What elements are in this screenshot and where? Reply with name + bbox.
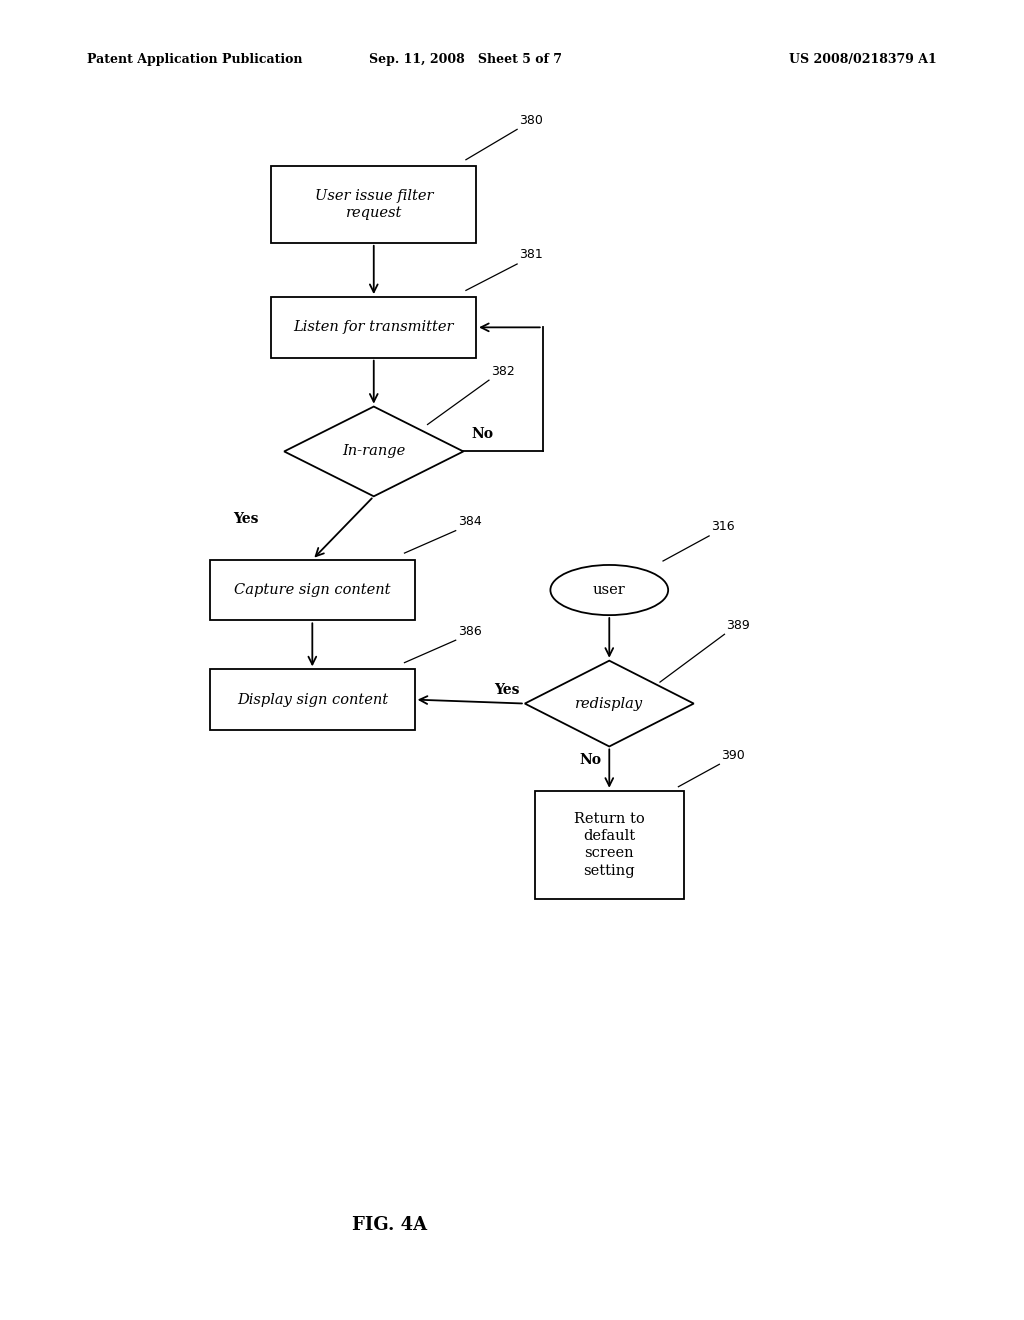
- Text: Yes: Yes: [495, 682, 519, 697]
- Text: 380: 380: [519, 114, 543, 127]
- Text: 389: 389: [727, 619, 751, 631]
- Text: 382: 382: [492, 364, 515, 378]
- Text: Capture sign content: Capture sign content: [234, 583, 390, 597]
- Text: Sep. 11, 2008   Sheet 5 of 7: Sep. 11, 2008 Sheet 5 of 7: [370, 53, 562, 66]
- Text: user: user: [593, 583, 626, 597]
- Text: 316: 316: [711, 520, 735, 533]
- FancyBboxPatch shape: [271, 166, 476, 243]
- FancyBboxPatch shape: [210, 560, 415, 620]
- FancyBboxPatch shape: [535, 791, 684, 899]
- FancyBboxPatch shape: [271, 297, 476, 358]
- Text: 381: 381: [519, 248, 543, 261]
- Text: User issue filter
request: User issue filter request: [314, 189, 433, 220]
- Text: US 2008/0218379 A1: US 2008/0218379 A1: [790, 53, 937, 66]
- Text: No: No: [580, 752, 601, 767]
- Polygon shape: [524, 660, 694, 747]
- Polygon shape: [284, 407, 463, 496]
- Text: FIG. 4A: FIG. 4A: [351, 1216, 427, 1234]
- Text: Yes: Yes: [233, 512, 258, 527]
- Text: No: No: [471, 426, 494, 441]
- Text: Display sign content: Display sign content: [237, 693, 388, 706]
- Text: In-range: In-range: [342, 445, 406, 458]
- Ellipse shape: [551, 565, 668, 615]
- Text: redisplay: redisplay: [575, 697, 643, 710]
- Text: 386: 386: [458, 624, 481, 638]
- Text: Return to
default
screen
setting: Return to default screen setting: [573, 812, 645, 878]
- FancyBboxPatch shape: [210, 669, 415, 730]
- Text: Listen for transmitter: Listen for transmitter: [294, 321, 454, 334]
- Text: 390: 390: [721, 748, 745, 762]
- Text: Patent Application Publication: Patent Application Publication: [87, 53, 302, 66]
- Text: 384: 384: [458, 515, 481, 528]
